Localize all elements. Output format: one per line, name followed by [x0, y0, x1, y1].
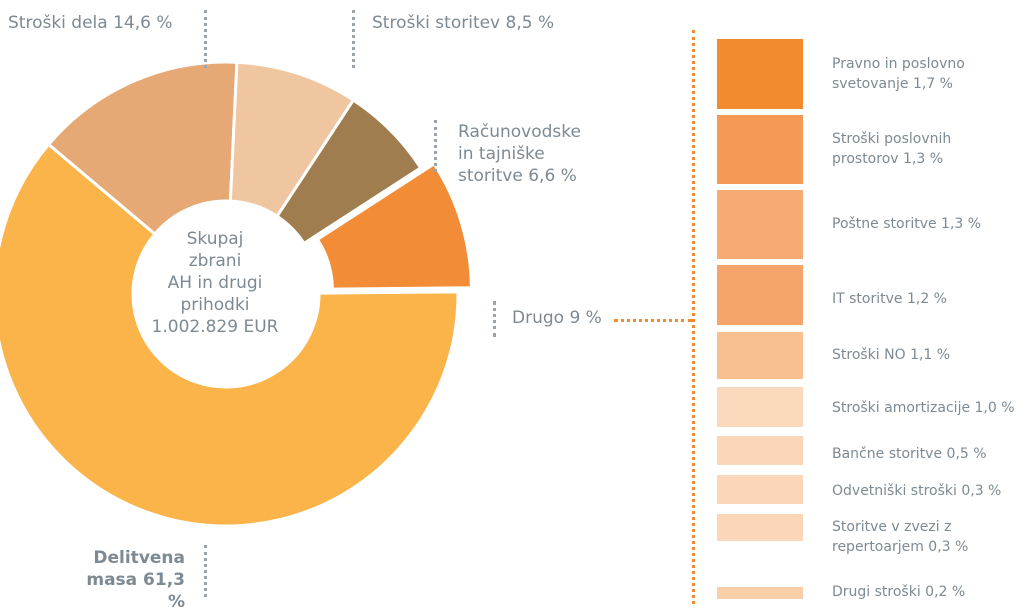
label-line: Stroški amortizacije 1,0 % — [832, 400, 1015, 416]
donut-center-label: Skupaj zbrani AH in drugi prihodki 1.002… — [130, 228, 300, 338]
label-stroski-storitev: Stroški storitev 8,5 % — [372, 13, 555, 33]
center-line: 1.002.829 EUR — [151, 317, 279, 337]
leader-racunovodske — [434, 120, 437, 172]
donut-slice — [274, 98, 423, 246]
breakdown-label: Drugi stroški 0,2 % — [832, 582, 965, 602]
breakdown-connector-vertical — [692, 30, 695, 604]
label-line: Delitvena — [93, 548, 185, 568]
label-line: Stroški poslovnih — [832, 131, 952, 147]
breakdown-label: Storitve v zvezi z repertoarjem 0,3 % — [832, 517, 968, 557]
donut-slice — [315, 161, 473, 291]
label-line: IT storitve 1,2 % — [832, 291, 947, 307]
breakdown-bar — [717, 587, 803, 599]
label-racunovodske: Računovodske in tajniške storitve 6,6 % — [458, 121, 581, 187]
breakdown-bar — [717, 475, 803, 504]
breakdown-bar — [717, 332, 803, 379]
breakdown-label: Pravno in poslovno svetovanje 1,7 % — [832, 54, 965, 94]
label-line: Odvetniški stroški 0,3 % — [832, 483, 1002, 499]
donut-slice — [0, 142, 460, 528]
breakdown-bar — [717, 436, 803, 465]
center-line: zbrani — [188, 251, 242, 271]
breakdown-label: Poštne storitve 1,3 % — [832, 214, 981, 234]
leader-stroski-storitev — [352, 10, 355, 68]
label-drugo: Drugo 9 % — [512, 308, 602, 328]
leader-stroski-dela — [204, 10, 207, 68]
breakdown-bar — [717, 387, 803, 427]
center-line: AH in drugi — [167, 273, 263, 293]
label-line: storitve 6,6 % — [458, 166, 577, 186]
breakdown-label: IT storitve 1,2 % — [832, 289, 947, 309]
label-line: Bančne storitve 0,5 % — [832, 446, 987, 462]
drugo-connector-horizontal — [614, 319, 692, 322]
breakdown-label: Stroški poslovnih prostorov 1,3 % — [832, 129, 951, 169]
label-line: prostorov 1,3 % — [832, 151, 944, 167]
breakdown-bar — [717, 39, 803, 109]
label-line: Drugi stroški 0,2 % — [832, 584, 966, 600]
label-line: masa 61,3 % — [86, 570, 185, 612]
breakdown-label: Stroški amortizacije 1,0 % — [832, 398, 1015, 418]
label-line: svetovanje 1,7 % — [832, 76, 953, 92]
label-delitvena-masa: Delitvena masa 61,3 % — [75, 547, 185, 613]
label-line: repertoarjem 0,3 % — [832, 539, 969, 555]
donut-slice — [46, 60, 239, 237]
center-line: Skupaj — [186, 229, 244, 249]
label-stroski-dela: Stroški dela 14,6 % — [8, 13, 173, 33]
breakdown-label: Bančne storitve 0,5 % — [832, 444, 987, 464]
leader-drugo — [493, 301, 496, 337]
center-line: prihodki — [180, 295, 250, 315]
label-line: Računovodske — [458, 122, 581, 142]
label-line: Storitve v zvezi z — [832, 519, 952, 535]
breakdown-bar — [717, 514, 803, 541]
breakdown-bar — [717, 115, 803, 184]
donut-chart — [0, 60, 473, 528]
label-line: Poštne storitve 1,3 % — [832, 216, 982, 232]
label-line: Pravno in poslovno — [832, 56, 965, 72]
breakdown-bar — [717, 190, 803, 259]
breakdown-label: Stroški NO 1,1 % — [832, 345, 950, 365]
breakdown-bar — [717, 265, 803, 325]
label-line: Stroški NO 1,1 % — [832, 347, 951, 363]
breakdown-label: Odvetniški stroški 0,3 % — [832, 481, 1001, 501]
leader-delitvena-masa — [204, 545, 207, 597]
label-line: in tajniške — [458, 144, 545, 164]
